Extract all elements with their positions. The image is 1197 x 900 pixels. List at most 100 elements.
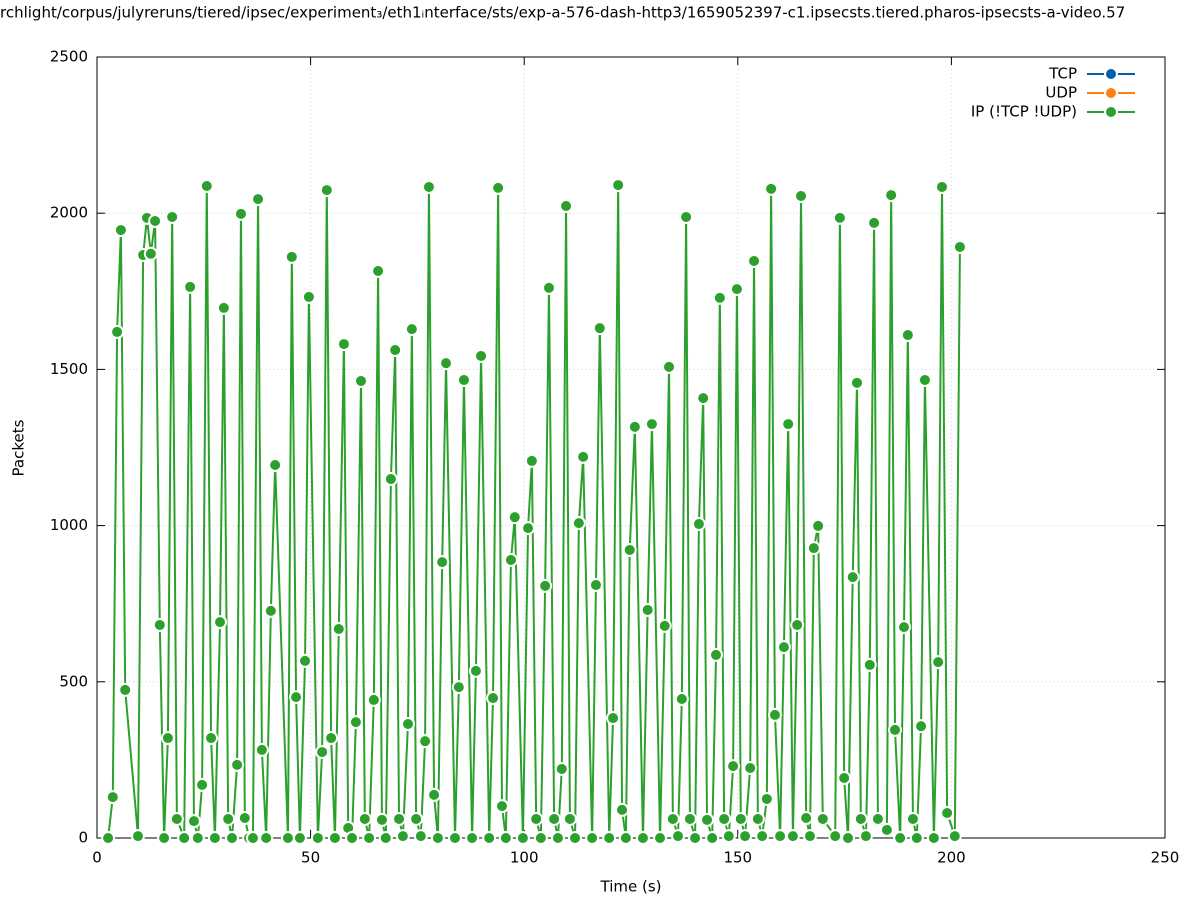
- data-point: [759, 791, 774, 806]
- data-point: [644, 417, 659, 432]
- data-point: [588, 577, 603, 592]
- data-point: [670, 829, 685, 844]
- data-point: [418, 734, 433, 749]
- data-point: [547, 811, 562, 826]
- data-point: [755, 829, 770, 844]
- data-point: [635, 831, 650, 845]
- data-point: [494, 799, 509, 814]
- data-point: [348, 715, 363, 730]
- data-point: [750, 811, 765, 826]
- data-point: [529, 811, 544, 826]
- data-point: [251, 192, 266, 207]
- data-point: [550, 831, 565, 845]
- data-point: [773, 829, 788, 844]
- data-point: [790, 617, 805, 632]
- data-point: [618, 831, 633, 845]
- data-point: [254, 742, 269, 757]
- data-point: [383, 472, 398, 487]
- data-point: [952, 239, 967, 254]
- data-point: [268, 457, 283, 472]
- legend-label: UDP: [1045, 84, 1077, 102]
- data-point: [503, 552, 518, 567]
- data-point: [216, 300, 231, 315]
- data-point: [498, 831, 513, 845]
- data-point: [324, 731, 339, 746]
- data-point: [105, 790, 120, 805]
- data-point: [767, 707, 782, 722]
- data-point: [439, 356, 454, 371]
- data-point: [245, 831, 260, 845]
- data-point: [709, 647, 724, 662]
- x-axis-label: Time (s): [600, 878, 662, 896]
- data-point: [533, 831, 548, 845]
- data-point: [378, 831, 393, 845]
- data-point: [606, 711, 621, 726]
- data-point: [392, 811, 407, 826]
- data-point: [521, 521, 536, 536]
- data-point: [204, 731, 219, 746]
- data-point: [794, 189, 809, 204]
- data-point: [688, 831, 703, 845]
- data-point: [468, 663, 483, 678]
- data-point: [905, 811, 920, 826]
- data-point: [165, 209, 180, 224]
- data-point: [401, 716, 416, 731]
- data-point: [482, 831, 497, 845]
- data-point: [298, 653, 313, 668]
- data-point: [366, 692, 381, 707]
- data-point: [221, 811, 236, 826]
- data-point: [292, 831, 307, 845]
- data-point: [413, 829, 428, 844]
- data-point: [811, 518, 826, 533]
- data-point: [421, 179, 436, 194]
- data-point: [491, 180, 506, 195]
- data-point: [315, 745, 330, 760]
- legend-marker: [1104, 86, 1118, 100]
- data-point: [712, 290, 727, 305]
- data-point: [148, 214, 163, 229]
- data-point: [870, 811, 885, 826]
- data-point: [884, 188, 899, 203]
- data-point: [152, 617, 167, 632]
- data-point: [465, 831, 480, 845]
- data-point: [764, 181, 779, 196]
- data-point: [602, 831, 617, 845]
- data-point: [101, 831, 116, 845]
- data-point: [853, 811, 868, 826]
- data-point: [230, 757, 245, 772]
- data-point: [486, 691, 501, 706]
- data-point: [331, 622, 346, 637]
- data-point: [190, 831, 205, 845]
- data-point: [931, 655, 946, 670]
- y-tick-label: 1000: [50, 516, 88, 534]
- y-tick-label: 2000: [50, 204, 88, 222]
- data-point: [118, 682, 133, 697]
- chart-title: rchlight/corpus/julyreruns/tiered/ipsec/…: [0, 4, 1125, 22]
- data-point: [207, 831, 222, 845]
- data-point: [474, 348, 489, 363]
- data-point: [743, 761, 758, 776]
- data-point: [700, 812, 715, 827]
- y-tick-label: 1500: [50, 360, 88, 378]
- data-point: [524, 453, 539, 468]
- data-point: [845, 570, 860, 585]
- data-point: [319, 183, 334, 198]
- data-point: [862, 657, 877, 672]
- data-point: [213, 615, 228, 630]
- data-point: [409, 811, 424, 826]
- data-point: [781, 417, 796, 432]
- data-point: [195, 777, 210, 792]
- data-point: [435, 555, 450, 570]
- data-point: [867, 215, 882, 230]
- data-point: [110, 324, 125, 339]
- data-point: [113, 223, 128, 238]
- data-point: [559, 199, 574, 214]
- data-point: [327, 831, 342, 845]
- data-point: [747, 253, 762, 268]
- y-tick-label: 500: [59, 672, 88, 690]
- data-point: [456, 373, 471, 388]
- data-point: [627, 419, 642, 434]
- data-point: [802, 829, 817, 844]
- data-point: [717, 811, 732, 826]
